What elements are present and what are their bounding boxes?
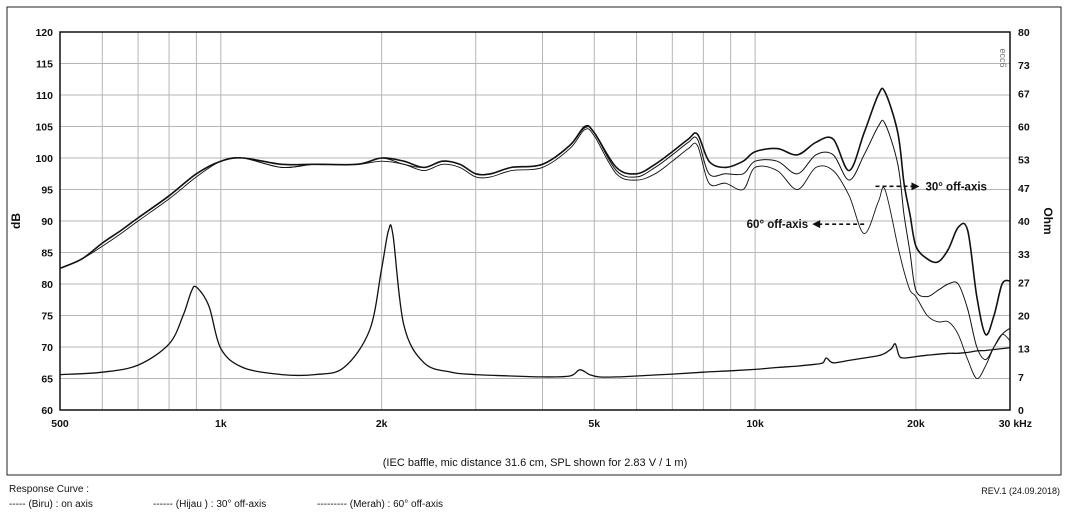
revision-label: REV.1 (24.09.2018) bbox=[981, 486, 1060, 496]
annotation-arrowhead bbox=[911, 182, 920, 191]
legend-dash: ------ bbox=[153, 499, 173, 510]
y2-tick-label: 27 bbox=[1018, 277, 1030, 289]
y-tick-label: 85 bbox=[41, 248, 53, 260]
series-line-1 bbox=[59, 119, 1011, 361]
legend-label: (Biru) : on axis bbox=[28, 499, 93, 510]
grid bbox=[60, 31, 1010, 411]
y-tick-label: 105 bbox=[35, 122, 53, 134]
y-tick-label: 60 bbox=[41, 405, 53, 417]
watermark-text: ecc6 bbox=[998, 48, 1008, 67]
x-tick-label: 1k bbox=[215, 418, 227, 430]
y2-tick-label: 33 bbox=[1018, 249, 1030, 261]
y-tick-label: 80 bbox=[41, 279, 53, 291]
y-tick-label: 120 bbox=[35, 27, 53, 39]
annotation-arrowhead bbox=[812, 220, 821, 229]
plot-frame bbox=[59, 31, 1011, 411]
x-tick-label: 500 bbox=[51, 418, 69, 430]
y-tick-label: 70 bbox=[41, 342, 53, 354]
x-tick-label: 2k bbox=[376, 418, 388, 430]
x-tick-label: 10k bbox=[746, 418, 764, 430]
series-line-2 bbox=[59, 128, 1011, 379]
y-tick-label: 100 bbox=[35, 153, 53, 165]
annotation-label-30: 30° off-axis bbox=[925, 181, 986, 193]
y2-tick-label: 73 bbox=[1018, 60, 1030, 72]
series-line-3 bbox=[59, 224, 1011, 378]
y-tick-label: 65 bbox=[41, 374, 53, 386]
legend-dash: ----- bbox=[9, 499, 26, 510]
y-tick-label: 95 bbox=[41, 185, 53, 197]
tick-labels: 1201151101051009590858075706560807367605… bbox=[35, 27, 1032, 430]
legend-item-on-axis: ----- (Biru) : on axis bbox=[9, 499, 93, 510]
x-tick-label: 5k bbox=[588, 418, 600, 430]
series-line-0 bbox=[59, 87, 1011, 336]
annotations: 30° off-axis 60° off-axis bbox=[747, 181, 987, 231]
legend-label: (Merah) : 60° off-axis bbox=[349, 499, 444, 510]
y-tick-label: 90 bbox=[41, 216, 53, 228]
y-tick-label: 110 bbox=[36, 90, 53, 102]
x-tick-label: 30 kHz bbox=[999, 418, 1032, 430]
series-lines bbox=[59, 87, 1011, 379]
y2-tick-label: 60 bbox=[1018, 122, 1030, 134]
y2-tick-label: 0 bbox=[1018, 405, 1024, 417]
chart-footnote: (IEC baffle, mic distance 31.6 cm, SPL s… bbox=[383, 457, 687, 469]
y2-tick-label: 20 bbox=[1018, 311, 1030, 323]
y-axis-label: dB bbox=[9, 213, 23, 229]
legend-label: (Hijau ) : 30° off-axis bbox=[175, 499, 267, 510]
x-tick-label: 20k bbox=[907, 418, 925, 430]
outer-frame bbox=[6, 6, 1062, 476]
y-tick-label: 115 bbox=[36, 59, 53, 71]
y2-tick-label: 47 bbox=[1018, 183, 1030, 195]
y2-tick-label: 53 bbox=[1018, 155, 1030, 167]
legend-item-30-off-axis: ------ (Hijau ) : 30° off-axis bbox=[153, 499, 266, 510]
y2-tick-label: 13 bbox=[1018, 344, 1030, 356]
y2-tick-label: 80 bbox=[1018, 27, 1030, 39]
legend-dash: --------- bbox=[317, 499, 347, 510]
legend-item-60-off-axis: --------- (Merah) : 60° off-axis bbox=[317, 499, 443, 510]
y-tick-label: 75 bbox=[41, 311, 53, 323]
y2-tick-label: 67 bbox=[1018, 88, 1030, 100]
annotation-label-60: 60° off-axis bbox=[747, 219, 808, 231]
y2-tick-label: 40 bbox=[1018, 216, 1030, 228]
y2-tick-label: 7 bbox=[1018, 372, 1024, 384]
y2-axis-label: Ohm bbox=[1041, 207, 1055, 234]
legend-title: Response Curve : bbox=[9, 484, 90, 495]
